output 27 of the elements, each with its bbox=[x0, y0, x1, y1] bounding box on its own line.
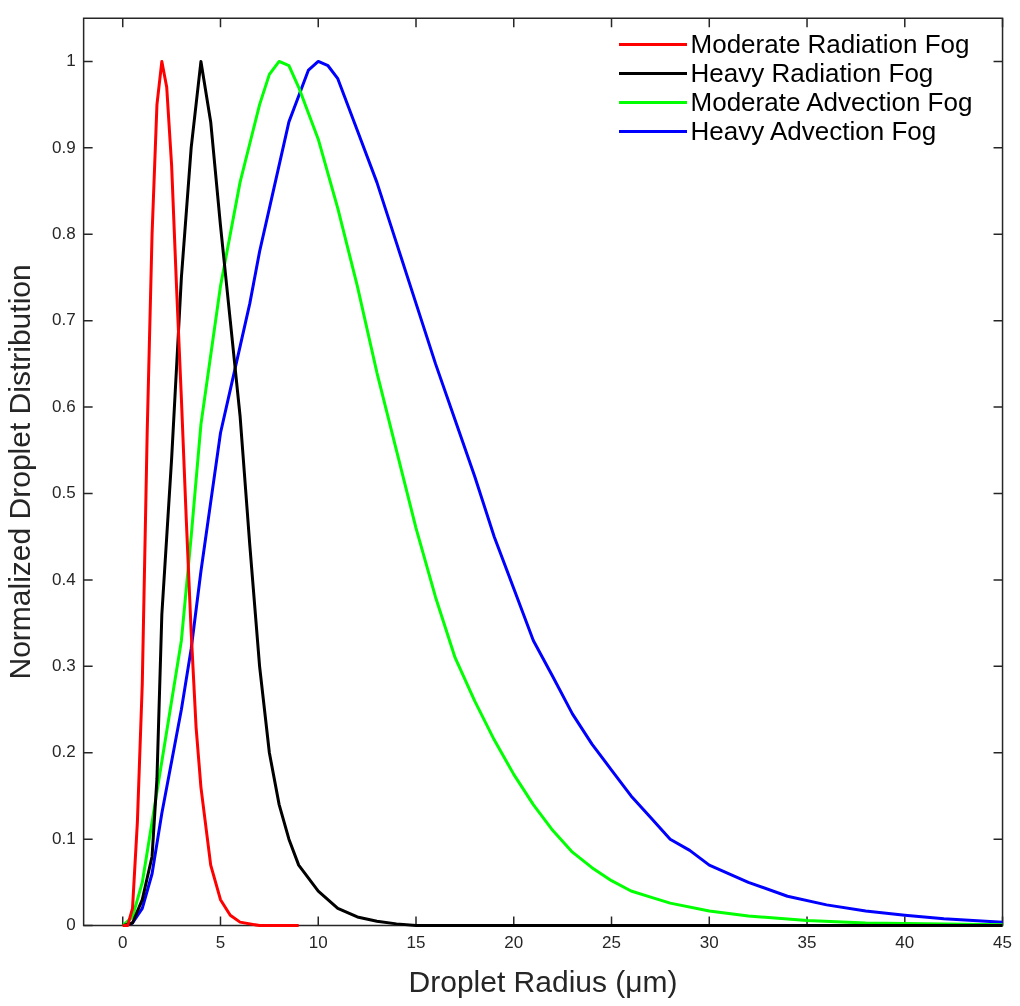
x-tick-label: 45 bbox=[993, 933, 1013, 953]
x-tick-label: 10 bbox=[308, 933, 328, 953]
y-tick-label: 0.5 bbox=[51, 483, 76, 503]
x-axis-title: Droplet Radius (μm) bbox=[408, 965, 678, 999]
x-tick-label: 5 bbox=[215, 933, 226, 953]
legend-label: Heavy Radiation Fog bbox=[690, 58, 934, 89]
y-tick-label: 0.9 bbox=[51, 137, 76, 157]
legend-label: Moderate Radiation Fog bbox=[690, 29, 970, 60]
x-tick-label: 30 bbox=[699, 933, 719, 953]
y-tick-label: 1 bbox=[66, 51, 76, 71]
y-tick-label: 0.3 bbox=[51, 656, 76, 676]
x-tick-label: 25 bbox=[602, 933, 621, 953]
x-tick-label: 40 bbox=[895, 933, 915, 953]
x-tick-label: 35 bbox=[797, 933, 817, 953]
y-tick-label: 0.6 bbox=[51, 396, 76, 416]
legend-label: Heavy Advection Fog bbox=[690, 116, 937, 147]
x-tick-label: 15 bbox=[406, 933, 426, 953]
y-tick-label: 0 bbox=[66, 915, 76, 935]
y-tick-label: 0.8 bbox=[51, 223, 76, 243]
y-tick-label: 0.2 bbox=[51, 742, 76, 762]
x-tick-label: 20 bbox=[504, 933, 524, 953]
y-tick-label: 0.1 bbox=[51, 828, 76, 848]
x-tick-label: 0 bbox=[118, 933, 128, 953]
y-tick-label: 0.4 bbox=[51, 569, 76, 589]
legend-label: Moderate Advection Fog bbox=[690, 87, 973, 118]
y-tick-label: 0.7 bbox=[51, 310, 76, 330]
y-axis-title: Normalized Droplet Distribution bbox=[3, 264, 37, 680]
